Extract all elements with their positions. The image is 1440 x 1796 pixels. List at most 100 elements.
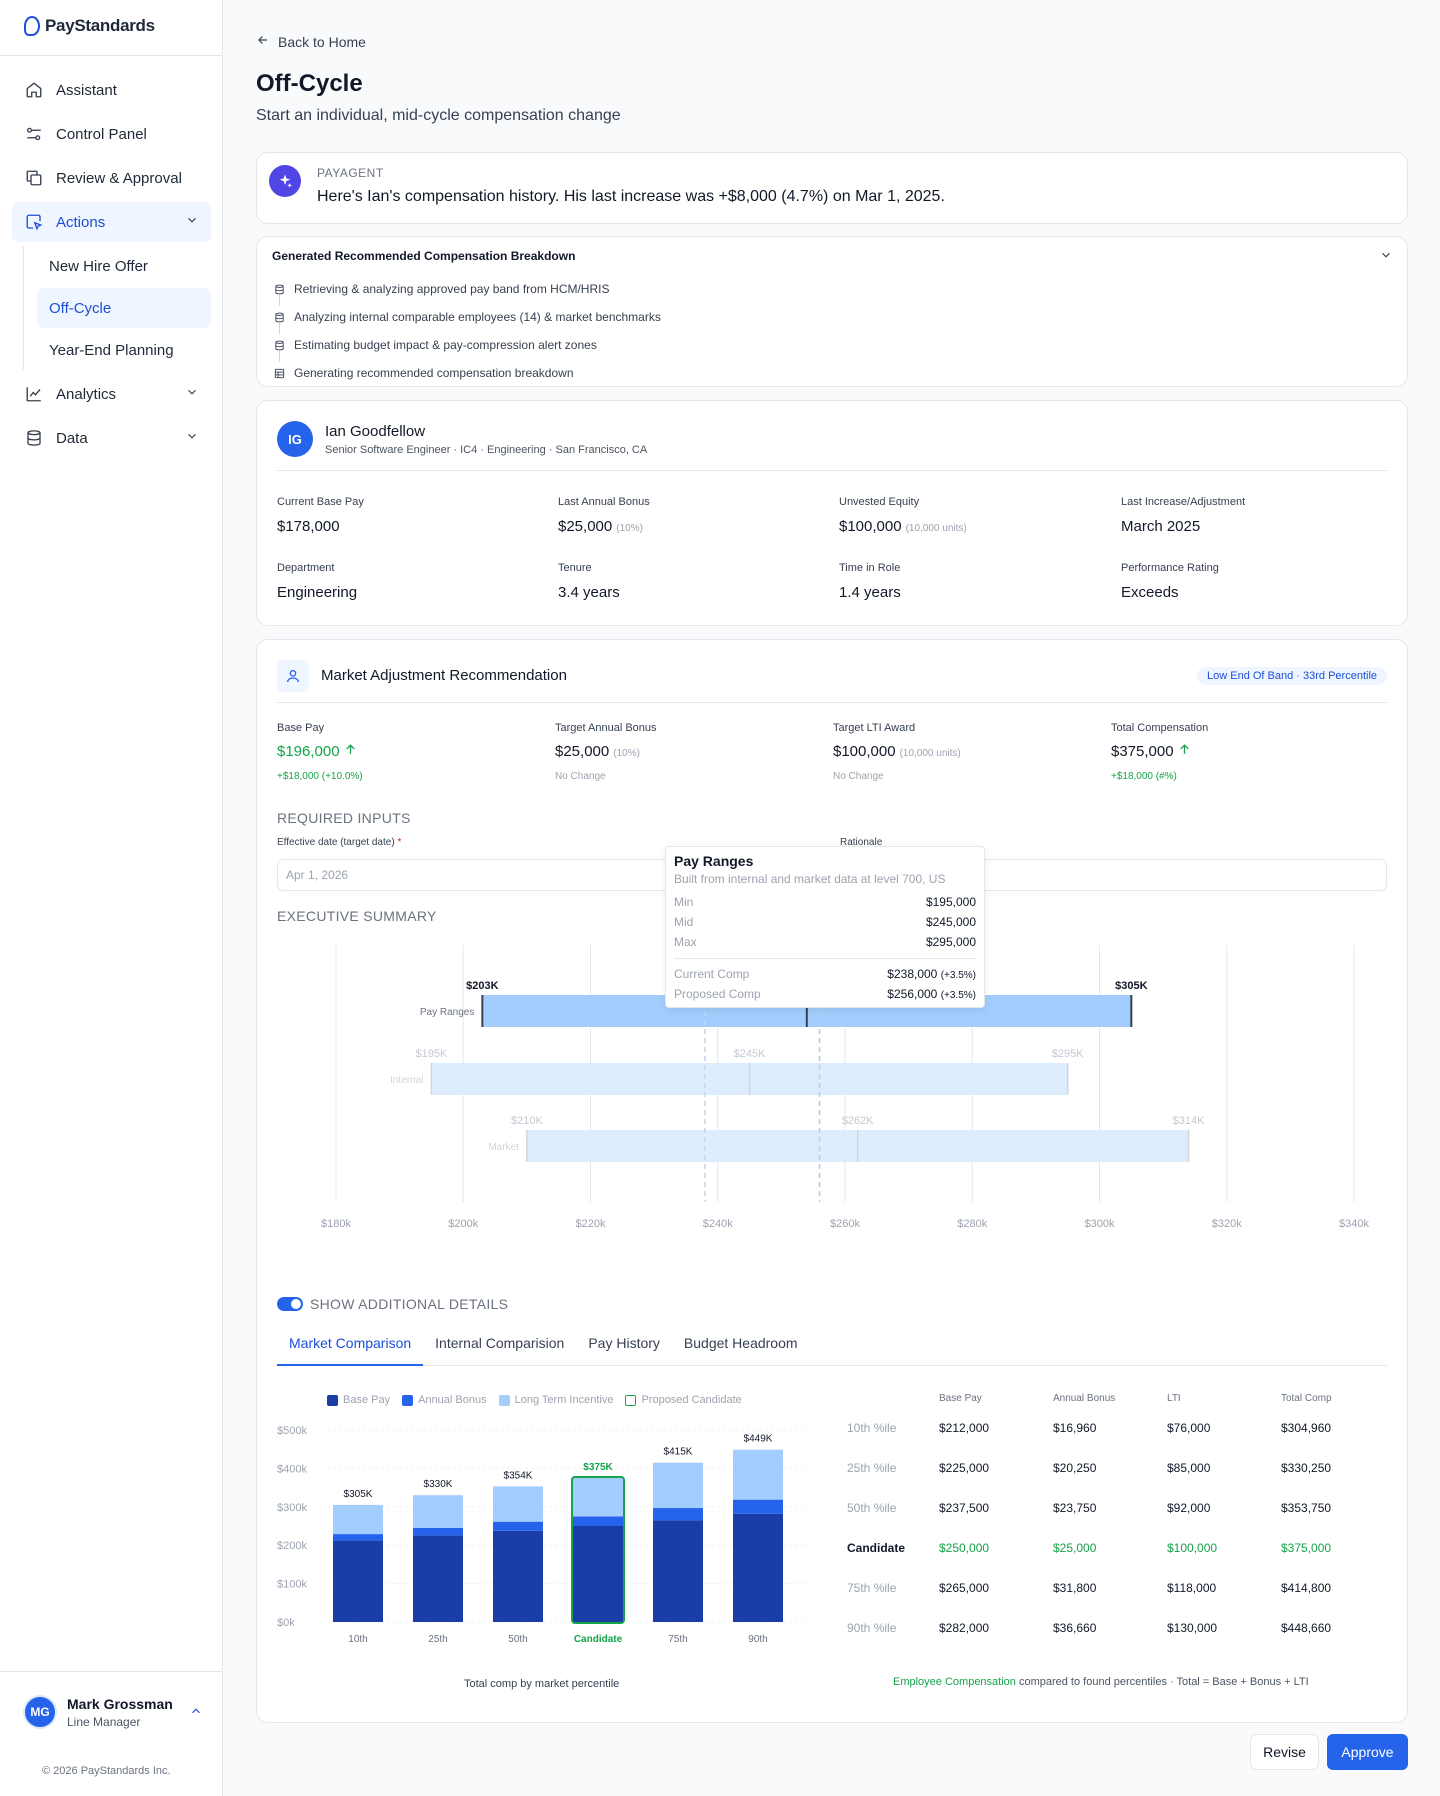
tab-internal-comparison[interactable]: Internal Comparision (435, 1335, 565, 1351)
legend-label: Base Pay (343, 1394, 391, 1406)
agent-label: PAYAGENT (317, 166, 384, 180)
tooltip-value: $256,000 (+3.5%) (887, 987, 976, 1001)
chart-legend: Base Pay Annual Bonus Long Term Incentiv… (327, 1394, 742, 1406)
legend-item: Long Term Incentive (498, 1394, 614, 1406)
approve-button[interactable]: Approve (1327, 1734, 1408, 1770)
user-menu[interactable]: MG Mark Grossman Line Manager (23, 1695, 203, 1729)
step-connector (279, 295, 280, 306)
sidebar-subitem-off-cycle[interactable]: Off-Cycle (37, 288, 211, 328)
tab-pay-history[interactable]: Pay History (588, 1335, 660, 1351)
y-tick-label: $0k (277, 1617, 295, 1629)
sidebar-item-assistant[interactable]: Assistant (12, 70, 211, 110)
legend-swatch (327, 1394, 338, 1406)
tooltip-value: $238,000 (+3.5%) (887, 967, 976, 981)
revise-button[interactable]: Revise (1250, 1734, 1319, 1770)
table-icon (274, 368, 285, 379)
table-cell: 75th %ile (847, 1581, 897, 1595)
divider (674, 958, 976, 959)
database-icon (274, 312, 285, 323)
tooltip-value: $245,000 (925, 915, 976, 929)
bar-total-label: $305K (344, 1489, 373, 1500)
table-row: 25th %ile $225,000 $20,250 $85,000 $330,250 (847, 1448, 1367, 1488)
bar-segment (653, 1508, 703, 1521)
stat-label: Last Increase/Adjustment (1121, 496, 1246, 508)
x-tick-label: $180k (321, 1218, 351, 1230)
section-heading: SHOW ADDITIONAL DETAILS (310, 1296, 509, 1312)
range-row-label: Market (488, 1142, 519, 1153)
x-tick-label: 25th (428, 1634, 447, 1645)
step-label: Analyzing internal comparable employees … (294, 310, 661, 324)
chevron-up-icon[interactable] (189, 1704, 203, 1721)
stat-value: $100,000 (10,000 units) (833, 743, 961, 760)
sidebar: PayStandards Assistant Control Panel Rev… (0, 0, 223, 1796)
table-row: Candidate $250,000 $25,000 $100,000 $375,000 (847, 1528, 1367, 1568)
legend-label: Long Term Incentive (514, 1394, 614, 1406)
tooltip-delta: (+3.5%) (940, 970, 976, 981)
divider (277, 702, 1387, 703)
sidebar-subitem-year-end-planning[interactable]: Year-End Planning (49, 341, 174, 359)
sidebar-subitem-new-hire-offer[interactable]: New Hire Offer (49, 257, 148, 275)
bar-segment (413, 1527, 463, 1536)
tooltip-delta: (+3.5%) (940, 990, 976, 1001)
sidebar-item-review-approval[interactable]: Review & Approval (12, 158, 211, 198)
divider (277, 470, 1387, 471)
stat-value: $178,000 (277, 518, 340, 535)
tooltip-value-text: $238,000 (887, 967, 938, 981)
arrow-left-icon (256, 33, 270, 50)
chevron-down-icon[interactable] (185, 213, 199, 231)
tooltip-row: Max $295,000 (674, 935, 976, 949)
sidebar-item-actions[interactable]: Actions (12, 202, 211, 242)
agent-message: Here's Ian's compensation history. His l… (317, 188, 945, 205)
tooltip-key: Max (674, 935, 697, 949)
stat-label: Target Annual Bonus (555, 722, 657, 734)
table-cell: $282,000 (939, 1621, 990, 1635)
brand-logo[interactable]: PayStandards (24, 16, 155, 36)
stat-delta: +$18,000 (+10.0%) (277, 771, 363, 782)
table-cell: $92,000 (1167, 1501, 1211, 1515)
range-value-label: $262K (842, 1115, 874, 1127)
field-label-text: Effective date (target date) (277, 837, 395, 848)
employee-name: Ian Goodfellow (325, 423, 426, 440)
arrow-up-icon (1178, 743, 1191, 760)
range-value-label: $314K (1173, 1115, 1205, 1127)
sidebar-item-data[interactable]: Data (12, 418, 211, 458)
table-cell: $414,800 (1281, 1581, 1332, 1595)
tab-budget-headroom[interactable]: Budget Headroom (683, 1335, 798, 1351)
bar-segment (733, 1449, 783, 1500)
note-highlight: Employee Compensation (893, 1676, 1016, 1688)
stat-note: (10,000 units) (899, 748, 961, 759)
bar-total-label: $449K (744, 1434, 773, 1445)
stat-value-text: $178,000 (277, 518, 340, 535)
show-details-toggle[interactable] (277, 1297, 303, 1311)
database-icon (274, 340, 285, 351)
home-icon (24, 80, 44, 100)
x-tick-label: $340k (1339, 1218, 1369, 1230)
table-row: 90th %ile $282,000 $36,660 $130,000 $448,660 (847, 1608, 1367, 1648)
chevron-down-icon[interactable] (185, 429, 199, 447)
table-row: 10th %ile $212,000 $16,960 $76,000 $304,960 (847, 1408, 1367, 1448)
tooltip-value-text: $256,000 (887, 987, 938, 1001)
stat-delta: No Change (555, 771, 606, 782)
stat-label: Unvested Equity (839, 496, 920, 508)
breakdown-title: Generated Recommended Compensation Break… (272, 249, 576, 263)
range-value-label: $245K (734, 1048, 766, 1060)
stat-value-text: $100,000 (839, 518, 902, 535)
back-link[interactable]: Back to Home (256, 33, 366, 50)
bar-segment (653, 1462, 703, 1509)
stat-label: Time in Role (839, 562, 901, 574)
x-tick-label: $240k (703, 1218, 733, 1230)
x-tick-label: 50th (508, 1634, 527, 1645)
legend-swatch (402, 1394, 414, 1406)
table-note: Employee Compensation compared to found … (893, 1676, 1309, 1688)
sidebar-item-analytics[interactable]: Analytics (12, 374, 211, 414)
chevron-down-icon[interactable] (1379, 248, 1393, 265)
stat-value-text: $196,000 (277, 743, 340, 760)
x-tick-label: Candidate (574, 1634, 623, 1645)
sidebar-item-control-panel[interactable]: Control Panel (12, 114, 211, 154)
range-value-label: $210K (511, 1115, 543, 1127)
tab-market-comparison[interactable]: Market Comparison (277, 1330, 424, 1366)
table-cell: $353,750 (1281, 1501, 1332, 1515)
x-tick-label: 75th (668, 1634, 687, 1645)
chevron-down-icon[interactable] (185, 385, 199, 403)
bar-segment (333, 1504, 383, 1535)
